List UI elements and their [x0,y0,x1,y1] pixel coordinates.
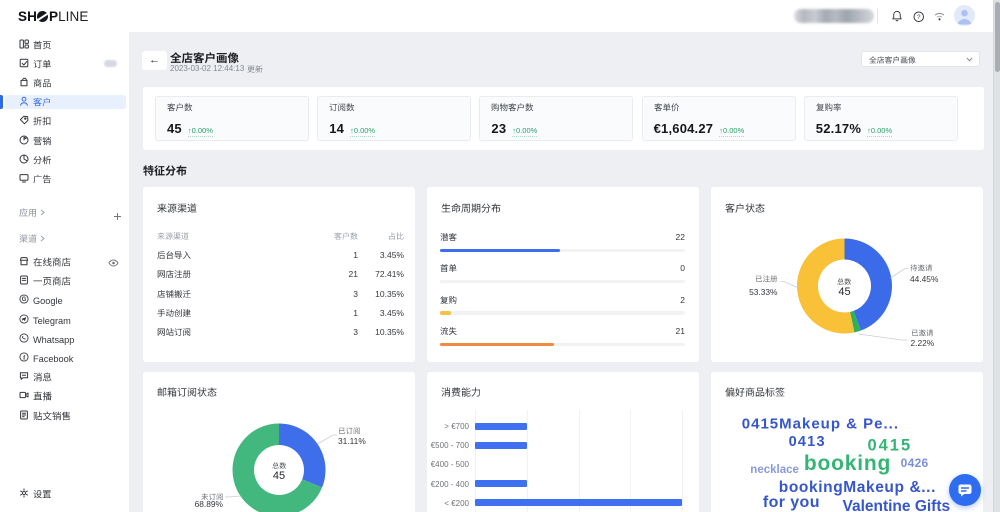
svg-text:f: f [23,355,26,362]
svg-text:G: G [22,298,27,304]
svg-text:?: ? [917,14,921,21]
